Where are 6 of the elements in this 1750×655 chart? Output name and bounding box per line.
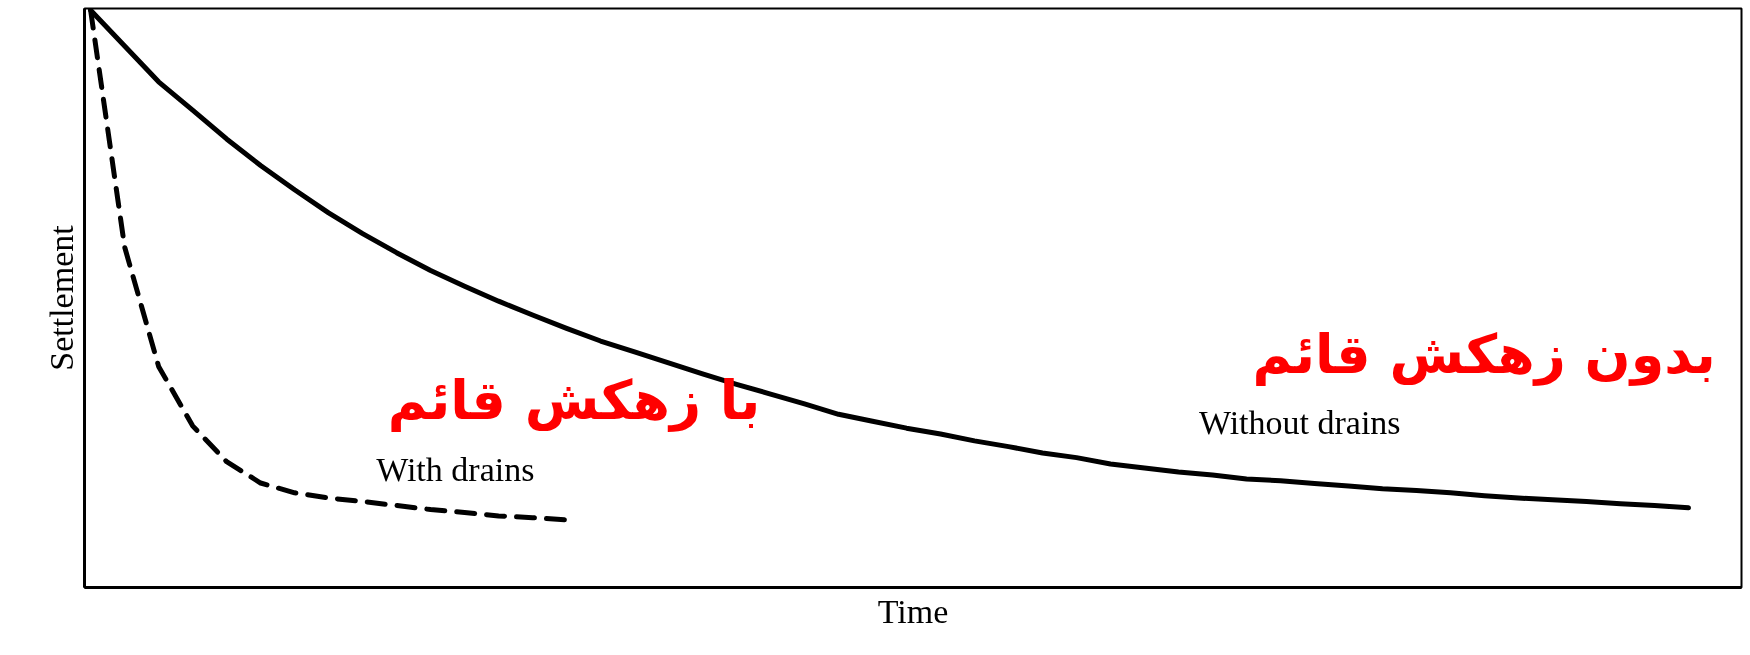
series-label: With drains (376, 450, 535, 488)
series-label: Without drains (1198, 403, 1401, 441)
annotation: بدون زهکش قائم (1252, 323, 1716, 387)
y-axis-title: Settlement (42, 224, 80, 371)
x-axis-title: Time (877, 592, 949, 630)
annotation: با زهکش قائم (387, 368, 761, 432)
